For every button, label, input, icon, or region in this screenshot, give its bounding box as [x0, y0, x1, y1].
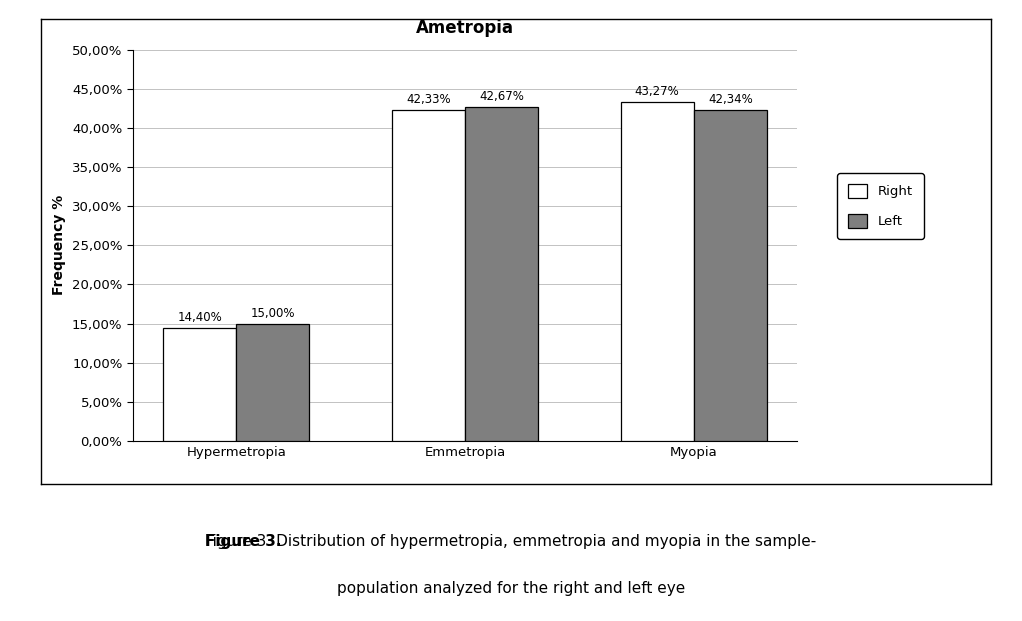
Text: population analyzed for the right and left eye: population analyzed for the right and le…: [337, 581, 685, 596]
Bar: [620, 102, 694, 441]
Bar: [694, 110, 766, 441]
Text: 15,00%: 15,00%: [250, 307, 295, 320]
Bar: [391, 110, 465, 441]
Text: 42,34%: 42,34%: [708, 93, 753, 106]
Title: Ametropia: Ametropia: [416, 19, 514, 37]
Legend: Right, Left: Right, Left: [837, 173, 924, 239]
Text: Figure 3.: Figure 3.: [205, 534, 282, 549]
Text: 42,67%: 42,67%: [479, 90, 524, 103]
Text: 43,27%: 43,27%: [635, 86, 680, 98]
Text: 42,33%: 42,33%: [406, 93, 451, 106]
Text: Figure 3. Distribution of hypermetropia, emmetropia and myopia in the sample-: Figure 3. Distribution of hypermetropia,…: [205, 534, 817, 549]
Bar: [236, 324, 310, 441]
Bar: [465, 107, 539, 441]
Text: 14,40%: 14,40%: [177, 311, 222, 324]
Bar: [164, 329, 236, 441]
Y-axis label: Frequency %: Frequency %: [52, 195, 66, 296]
